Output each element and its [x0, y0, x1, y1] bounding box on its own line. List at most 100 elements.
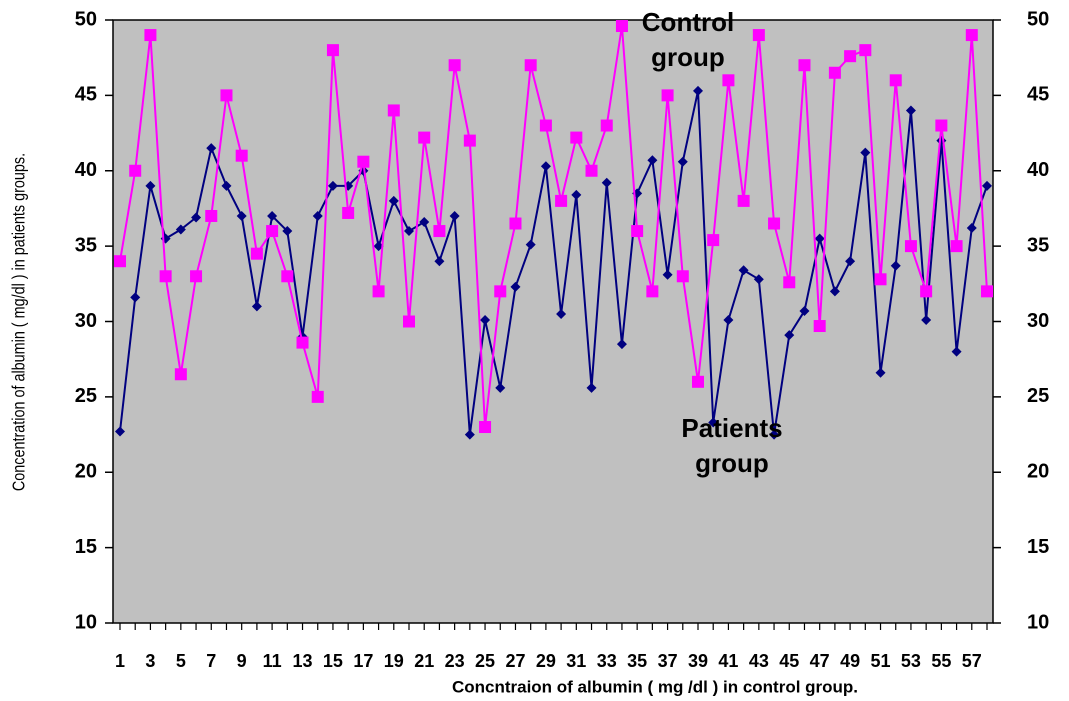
marker — [783, 276, 796, 289]
marker — [235, 149, 248, 162]
y2-tick-label: 35 — [1027, 234, 1049, 256]
marker — [570, 131, 583, 144]
marker — [144, 29, 157, 42]
marker — [129, 164, 142, 177]
marker — [115, 426, 125, 437]
marker — [464, 429, 475, 440]
marker — [509, 217, 522, 230]
marker — [372, 285, 385, 298]
marker — [145, 180, 156, 191]
marker — [281, 270, 294, 283]
x-tick-label: 15 — [323, 651, 343, 671]
marker — [174, 368, 187, 381]
marker — [540, 161, 551, 172]
series — [115, 85, 992, 440]
y-axis-title: Concentration of albumin ( mg/dl ) in pa… — [9, 153, 29, 491]
marker — [693, 85, 703, 96]
marker — [190, 270, 203, 283]
marker — [615, 20, 628, 33]
y2-tick-label: 15 — [1027, 536, 1049, 558]
marker — [982, 180, 992, 191]
marker — [753, 274, 764, 285]
marker — [904, 240, 917, 253]
marker — [387, 104, 400, 117]
y-tick-label: 45 — [75, 84, 97, 106]
marker — [768, 217, 781, 230]
y2-tick-label: 45 — [1027, 84, 1049, 106]
marker — [601, 177, 612, 188]
marker — [692, 375, 704, 388]
marker — [829, 286, 840, 297]
marker — [661, 89, 674, 102]
y2-tick-label: 20 — [1027, 461, 1049, 483]
marker — [875, 367, 886, 378]
marker — [707, 234, 720, 247]
x-tick-label: 9 — [237, 651, 247, 671]
marker — [251, 301, 262, 312]
marker — [784, 330, 795, 341]
marker — [449, 210, 460, 221]
marker — [966, 223, 977, 234]
marker — [311, 390, 324, 403]
y-tick-label: 20 — [75, 461, 97, 483]
marker — [738, 265, 749, 276]
y2-tick-label: 10 — [1027, 611, 1049, 633]
marker — [221, 180, 232, 191]
marker — [296, 336, 309, 349]
marker — [525, 239, 536, 250]
marker — [205, 209, 218, 222]
y-tick-label: 10 — [75, 611, 97, 633]
x-axis-title: Concntraion of albumin ( mg /dl ) in con… — [452, 677, 858, 696]
marker — [357, 155, 370, 168]
marker — [236, 210, 247, 221]
marker — [647, 155, 658, 166]
marker — [403, 315, 415, 328]
marker — [327, 180, 338, 191]
annotation: group — [695, 448, 769, 478]
marker — [845, 256, 856, 267]
marker — [434, 256, 445, 267]
marker — [585, 164, 598, 177]
marker — [752, 29, 765, 42]
marker — [723, 314, 734, 325]
x-tick-label: 53 — [901, 651, 921, 671]
marker — [737, 194, 750, 207]
x-tick-label: 41 — [718, 651, 738, 671]
marker — [708, 417, 719, 428]
y2-tick-label: 50 — [1027, 8, 1049, 30]
marker — [769, 429, 780, 440]
marker — [480, 314, 491, 325]
marker — [844, 50, 857, 63]
marker — [373, 241, 384, 252]
marker — [646, 285, 659, 298]
marker — [510, 281, 521, 292]
x-tick-label: 5 — [176, 651, 186, 671]
marker — [965, 29, 978, 42]
marker — [495, 382, 506, 393]
x-tick-label: 13 — [293, 651, 313, 671]
annotation: group — [651, 42, 725, 72]
marker — [388, 195, 399, 206]
y-tick-label: 25 — [75, 385, 97, 407]
y-tick-label: 35 — [75, 234, 97, 256]
marker — [479, 421, 492, 434]
x-tick-label: 57 — [962, 651, 982, 671]
marker — [206, 143, 217, 154]
marker — [524, 59, 537, 72]
marker — [419, 217, 430, 228]
x-tick-label: 37 — [658, 651, 678, 671]
x-tick-label: 25 — [475, 651, 495, 671]
marker — [874, 273, 887, 286]
x-tick-label: 19 — [384, 651, 404, 671]
marker — [418, 131, 431, 144]
x-tick-label: 3 — [145, 651, 155, 671]
x-tick-label: 11 — [263, 651, 282, 671]
marker — [191, 212, 202, 223]
x-tick-label: 49 — [840, 651, 860, 671]
series — [114, 20, 993, 434]
y-tick-label: 30 — [75, 310, 97, 332]
marker — [828, 66, 841, 79]
marker — [950, 240, 963, 253]
marker — [130, 292, 141, 303]
